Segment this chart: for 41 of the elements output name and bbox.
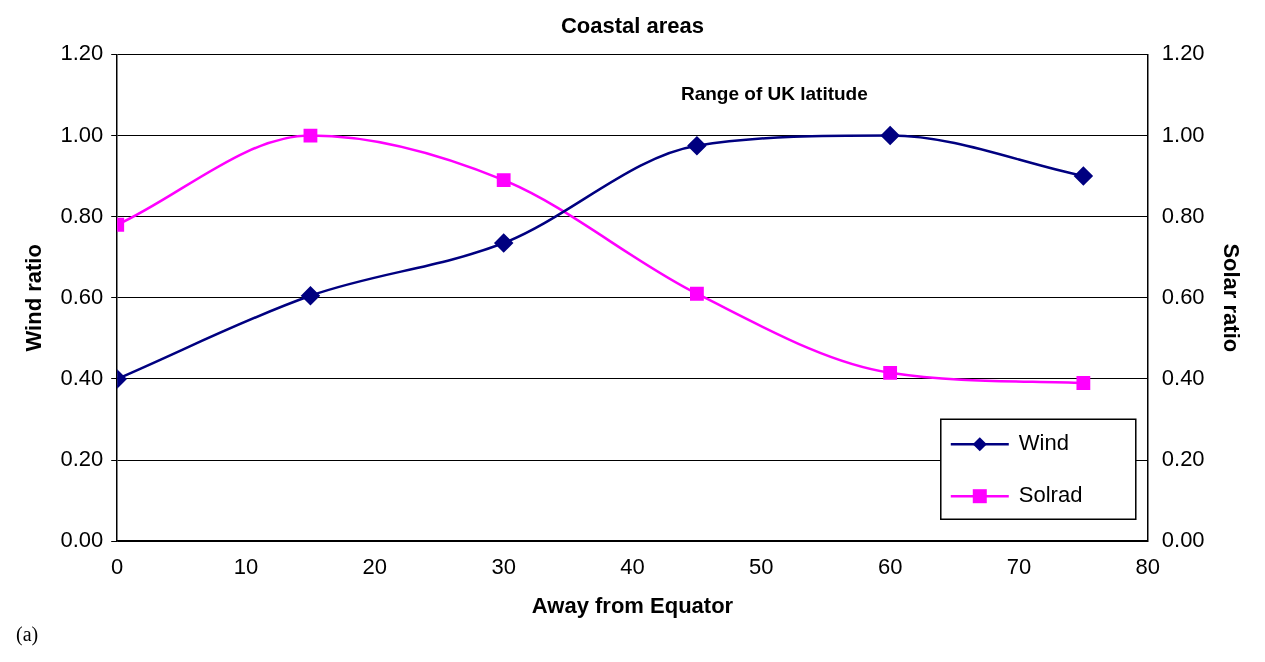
point <box>494 233 513 253</box>
x-tick-label: 10 <box>233 554 259 580</box>
x-tick-label: 20 <box>362 554 388 580</box>
point <box>303 128 318 143</box>
x-tick-label: 40 <box>620 554 645 580</box>
text: (a) <box>16 623 39 647</box>
point <box>1076 376 1091 390</box>
y2-axis-title: Solar ratio <box>1218 243 1244 353</box>
y-tick-label: 0.20 <box>60 446 104 472</box>
legend-label: Solrad <box>1018 482 1083 508</box>
y-tick-label: 0.40 <box>60 365 104 390</box>
x-axis-title: Away from Equator <box>531 592 734 618</box>
point <box>690 286 704 301</box>
point <box>880 126 900 145</box>
y-tick-label: 1.20 <box>60 40 104 66</box>
y-axis-title: Wind ratio <box>21 244 47 352</box>
y-tick-label: 0.00 <box>60 527 104 553</box>
x-tick-label: 70 <box>1006 554 1032 580</box>
y-tick-label: 1.00 <box>60 121 104 147</box>
point <box>496 173 511 188</box>
point <box>687 136 707 155</box>
y2-tick-label: 0.80 <box>1161 202 1205 228</box>
x-tick-label: 60 <box>877 554 903 580</box>
point <box>1074 166 1093 186</box>
y-tick-label: 0.80 <box>60 202 104 228</box>
legend-label: Wind <box>1018 430 1069 456</box>
y2-tick-label: 0.20 <box>1161 446 1205 472</box>
x-tick-label: 80 <box>1135 554 1161 580</box>
x-tick-label: 0 <box>111 554 124 580</box>
y-tick-label: 0.60 <box>60 283 104 309</box>
y2-tick-label: 0.40 <box>1161 365 1205 390</box>
point <box>301 286 320 306</box>
point <box>883 365 898 380</box>
y2-tick-label: 0.00 <box>1161 527 1205 553</box>
x-tick-label: 30 <box>491 554 516 580</box>
x-tick-label: 50 <box>749 554 774 580</box>
annotation: Range of UK latitude <box>680 83 868 105</box>
y2-tick-label: 1.00 <box>1161 121 1205 147</box>
chart-title: Coastal areas <box>560 13 705 39</box>
y2-tick-label: 1.20 <box>1161 40 1205 66</box>
y2-tick-label: 0.60 <box>1161 283 1205 309</box>
